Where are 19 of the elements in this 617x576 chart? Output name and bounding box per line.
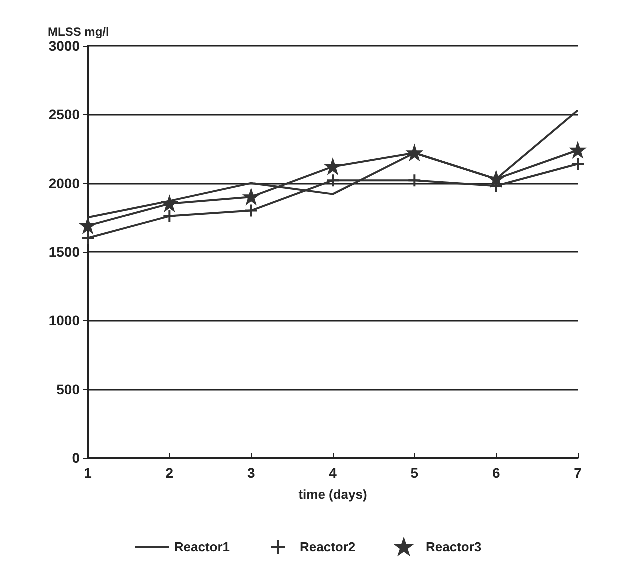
- y-tick-label: 2500: [48, 106, 80, 123]
- x-tick-label: 4: [329, 465, 338, 481]
- y-axis-title: MLSS mg/l: [48, 25, 110, 39]
- y-tick-label: 2000: [48, 175, 80, 192]
- x-axis-title: time (days): [298, 487, 368, 502]
- y-tick-label: 0: [72, 450, 80, 466]
- legend-label: Reactor3: [426, 540, 482, 554]
- legend-label: Reactor2: [300, 540, 356, 554]
- y-tick-label: 3000: [48, 38, 80, 54]
- x-tick-label: 5: [410, 465, 419, 481]
- y-tick-label: 1000: [48, 312, 80, 329]
- x-tick-label: 3: [247, 465, 256, 481]
- y-tick-label: 500: [56, 381, 80, 398]
- x-tick-label: 2: [166, 465, 174, 481]
- x-tick-label: 7: [574, 465, 582, 481]
- x-tick-label: 6: [492, 465, 500, 481]
- x-tick-label: 1: [84, 465, 92, 481]
- legend-label: Reactor1: [174, 540, 230, 554]
- y-tick-label: 1500: [48, 244, 80, 260]
